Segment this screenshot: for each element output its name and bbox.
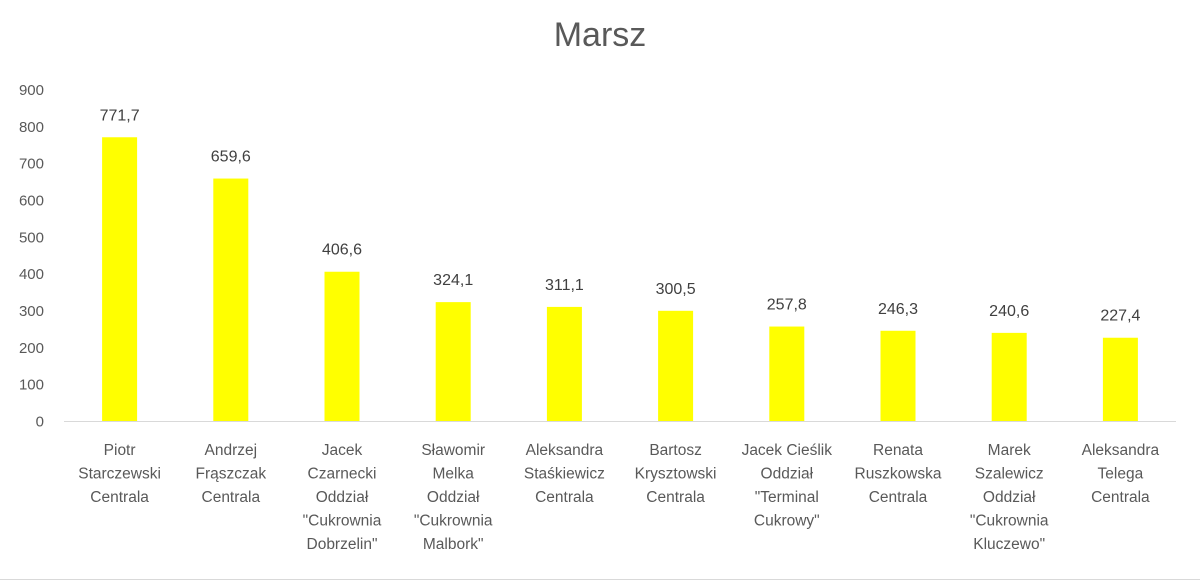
data-label: 406,6 (322, 242, 362, 259)
x-tick-label-line: Sławomir (421, 442, 485, 459)
y-tick-label: 300 (19, 303, 44, 320)
x-tick-label-line: Ruszkowska (855, 466, 942, 483)
x-tick-label-line: "Cukrownia (303, 513, 382, 530)
bar (102, 137, 138, 422)
bar (324, 271, 360, 422)
x-tick-label: Bartosz Krysztowski Centrala (635, 442, 717, 506)
x-tick-label-line: Kluczewo" (973, 536, 1045, 553)
x-tick-label-line: Renata (873, 442, 923, 459)
bar (435, 302, 471, 422)
x-tick-label-line: Centrala (1091, 489, 1150, 506)
x-tick-label-line: Czarnecki (308, 466, 377, 483)
data-labels: 771,7 659,6 406,6 324,1 311,1 300,5 257,8 246,3… (100, 107, 1141, 324)
x-tick-label-line: Centrala (869, 489, 928, 506)
y-tick-label: 600 (19, 193, 44, 210)
x-tick-label-line: Malbork" (423, 536, 484, 553)
x-tick-label-line: Centrala (202, 489, 261, 506)
y-tick-label: 800 (19, 119, 44, 136)
data-label: 311,1 (545, 277, 584, 294)
data-label: 257,8 (767, 297, 807, 314)
x-tick-label: Jacek Czarnecki Oddział "Cukrownia Dobrzelin… (303, 442, 382, 553)
y-tick-label: 700 (19, 156, 44, 173)
x-tick-label-line: Oddział (427, 489, 480, 506)
x-tick-label-line: Cukrowy" (754, 513, 820, 530)
x-tick-label-line: Aleksandra (526, 442, 604, 459)
x-tick-label-line: Piotr (104, 442, 136, 459)
chart-title: Marsz (553, 16, 647, 54)
x-tick-label: Sławomir Melka Oddział "Cukrownia Malbork" (414, 442, 493, 553)
bar (880, 330, 916, 422)
x-tick-label-line: Oddział (983, 489, 1036, 506)
x-tick-label-line: Andrzej (205, 442, 258, 459)
x-tick-label-line: Centrala (646, 489, 705, 506)
x-tick-label: Jacek Cieślik Oddział "Terminal Cukrowy" (742, 442, 833, 530)
x-tick-label: Marek Szalewicz Oddział "Cukrownia Kluczewo" (970, 442, 1049, 553)
x-tick-label-line: Bartosz (649, 442, 702, 459)
x-tick-label-line: Szalewicz (975, 466, 1044, 483)
data-label: 771,7 (100, 107, 140, 124)
data-label: 659,6 (211, 149, 251, 166)
y-axis-labels: 0 100 200 300 400 500 600 700 800 900 (19, 82, 44, 431)
bars (102, 137, 1138, 422)
x-tick-label-line: "Cukrownia (970, 513, 1049, 530)
x-tick-label-line: Oddział (761, 466, 814, 483)
x-tick-label: Aleksandra Staśkiewicz Centrala (524, 442, 605, 506)
data-label: 324,1 (433, 272, 473, 289)
y-tick-label: 200 (19, 340, 44, 357)
x-tick-label-line: Frąszczak (195, 466, 266, 483)
x-tick-label-line: Melka (433, 466, 475, 483)
y-tick-label: 0 (36, 414, 44, 431)
bar (769, 326, 805, 422)
bar (991, 332, 1027, 422)
bar (658, 310, 694, 422)
x-tick-label: Piotr Starczewski Centrala (78, 442, 161, 506)
x-tick-label: Aleksandra Telega Centrala (1082, 442, 1160, 506)
y-tick-label: 500 (19, 229, 44, 246)
x-tick-label-line: "Cukrownia (414, 513, 493, 530)
y-tick-label: 900 (19, 82, 44, 99)
data-label: 227,4 (1100, 308, 1140, 325)
x-tick-label-line: Oddział (316, 489, 369, 506)
x-tick-label-line: Telega (1098, 466, 1144, 483)
x-tick-label-line: Centrala (535, 489, 594, 506)
x-tick-label-line: "Terminal (755, 489, 819, 506)
x-axis-labels: Piotr Starczewski Centrala Andrzej Frąszczak… (78, 442, 1159, 553)
x-tick-label-line: Aleksandra (1082, 442, 1160, 459)
x-tick-label-line: Dobrzelin" (307, 536, 378, 553)
x-tick-label-line: Marek (988, 442, 1031, 459)
x-tick-label: Andrzej Frąszczak Centrala (195, 442, 266, 506)
bar (213, 178, 249, 422)
data-label: 300,5 (656, 281, 696, 298)
bar (546, 306, 582, 422)
x-tick-label-line: Jacek Cieślik (742, 442, 833, 459)
y-tick-label: 100 (19, 377, 44, 394)
data-label: 246,3 (878, 301, 918, 318)
x-tick-label-line: Staśkiewicz (524, 466, 605, 483)
x-tick-label-line: Centrala (90, 489, 149, 506)
data-label: 240,6 (989, 303, 1029, 320)
x-tick-label-line: Krysztowski (635, 466, 717, 483)
y-tick-label: 400 (19, 266, 44, 283)
x-tick-label: Renata Ruszkowska Centrala (855, 442, 942, 506)
x-tick-label-line: Jacek (322, 442, 363, 459)
bar (1102, 337, 1138, 422)
x-tick-label-line: Starczewski (78, 466, 161, 483)
